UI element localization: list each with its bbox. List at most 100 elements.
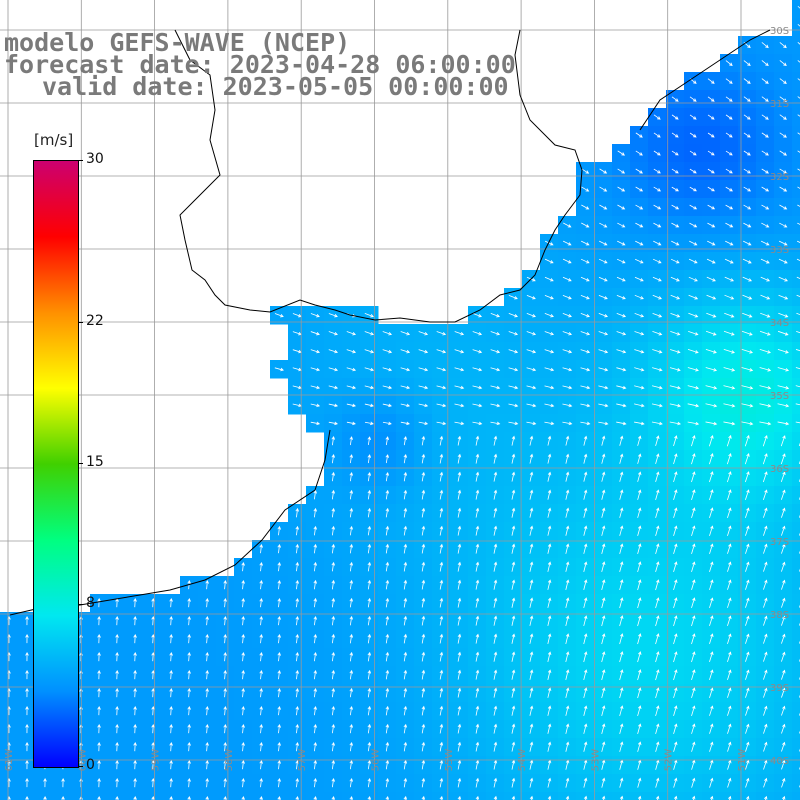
wind-arrow xyxy=(472,403,483,408)
wind-arrow xyxy=(745,579,750,590)
colorbar xyxy=(33,160,79,768)
wind-arrow xyxy=(544,331,555,336)
wind-arrow xyxy=(617,204,626,210)
wind-arrow xyxy=(403,723,408,734)
field-cell xyxy=(792,108,800,127)
wind-arrow xyxy=(310,331,320,336)
wind-arrow xyxy=(277,723,281,734)
wind-arrow xyxy=(743,78,751,84)
wind-arrow xyxy=(634,294,644,300)
wind-arrow xyxy=(472,313,483,318)
wind-arrow xyxy=(493,777,498,788)
wind-arrow xyxy=(205,633,209,644)
wind-arrow xyxy=(349,759,354,770)
wind-arrow xyxy=(673,795,678,800)
wind-arrow xyxy=(726,434,732,447)
wind-arrow xyxy=(526,367,537,372)
wind-arrow xyxy=(565,669,570,680)
wind-arrow xyxy=(529,759,534,770)
wind-arrow xyxy=(781,687,786,698)
wind-arrow xyxy=(741,367,754,372)
wind-arrow xyxy=(475,525,480,536)
wind-arrow xyxy=(331,507,336,518)
wind-arrow xyxy=(511,453,516,464)
wind-arrow xyxy=(439,651,444,662)
wind-arrow xyxy=(544,294,554,300)
wind-arrow xyxy=(295,759,300,770)
wind-arrow xyxy=(421,687,426,698)
wind-arrow xyxy=(439,597,444,608)
wind-arrow xyxy=(439,795,444,800)
wind-arrow xyxy=(313,507,318,518)
wind-arrow xyxy=(601,471,606,482)
wind-arrow xyxy=(619,705,624,717)
wind-arrow xyxy=(670,258,680,264)
wind-arrow xyxy=(313,561,318,572)
wind-arrow xyxy=(619,723,624,734)
wind-arrow xyxy=(457,507,462,518)
wind-arrow xyxy=(688,258,698,264)
wind-arrow xyxy=(745,687,750,698)
wind-arrow xyxy=(403,436,408,446)
wind-arrow xyxy=(367,741,372,752)
wind-arrow xyxy=(619,471,624,482)
field-cell xyxy=(684,792,703,800)
wind-arrow xyxy=(457,615,462,626)
wind-arrow xyxy=(493,723,498,734)
wind-arrow xyxy=(709,777,714,788)
wind-arrow xyxy=(400,349,411,354)
wind-arrow xyxy=(601,633,606,645)
wind-arrow xyxy=(745,561,750,572)
wind-arrow xyxy=(529,687,534,698)
wind-arrow xyxy=(565,597,570,608)
wind-arrow xyxy=(745,507,750,518)
wind-arrow xyxy=(762,471,768,483)
wind-arrow xyxy=(187,795,191,800)
wind-arrow xyxy=(688,330,699,336)
wind-arrow xyxy=(795,403,800,406)
wind-arrow xyxy=(763,525,768,536)
field-cell xyxy=(378,792,397,800)
wind-arrow xyxy=(617,240,626,246)
wind-arrow xyxy=(673,615,678,627)
wind-arrow xyxy=(616,349,627,354)
wind-arrow xyxy=(583,687,588,699)
wind-arrow xyxy=(637,615,642,627)
wind-arrow xyxy=(637,435,642,446)
wind-arrow xyxy=(619,507,624,518)
wind-arrow xyxy=(689,96,697,102)
wind-arrow xyxy=(97,651,101,662)
wind-arrow xyxy=(169,669,173,680)
wind-arrow xyxy=(169,795,173,800)
wind-arrow xyxy=(439,507,444,518)
wind-arrow xyxy=(727,525,732,536)
wind-arrow xyxy=(382,385,393,390)
wind-arrow xyxy=(583,651,588,663)
wind-arrow xyxy=(97,723,101,734)
wind-arrow xyxy=(418,367,429,372)
wind-arrow xyxy=(454,367,465,372)
wind-arrow xyxy=(781,777,786,788)
wind-arrow xyxy=(581,222,590,228)
wind-arrow xyxy=(583,435,588,446)
wind-arrow xyxy=(439,525,444,536)
wind-arrow xyxy=(331,489,336,500)
wind-arrow xyxy=(707,168,715,174)
wind-arrow xyxy=(727,507,732,518)
wind-arrow xyxy=(511,687,516,698)
wind-arrow xyxy=(367,525,372,536)
wind-arrow xyxy=(277,561,281,572)
wind-arrow xyxy=(526,385,537,390)
wind-arrow xyxy=(619,669,624,681)
field-cell xyxy=(792,540,800,559)
wind-arrow xyxy=(97,705,101,716)
wind-arrow xyxy=(671,96,679,102)
wind-arrow xyxy=(421,651,426,662)
field-cell xyxy=(792,306,800,325)
wind-arrow xyxy=(133,615,137,626)
wind-arrow xyxy=(508,403,519,408)
wind-arrow xyxy=(187,687,191,698)
wind-arrow xyxy=(691,507,696,519)
wind-arrow xyxy=(295,579,300,590)
